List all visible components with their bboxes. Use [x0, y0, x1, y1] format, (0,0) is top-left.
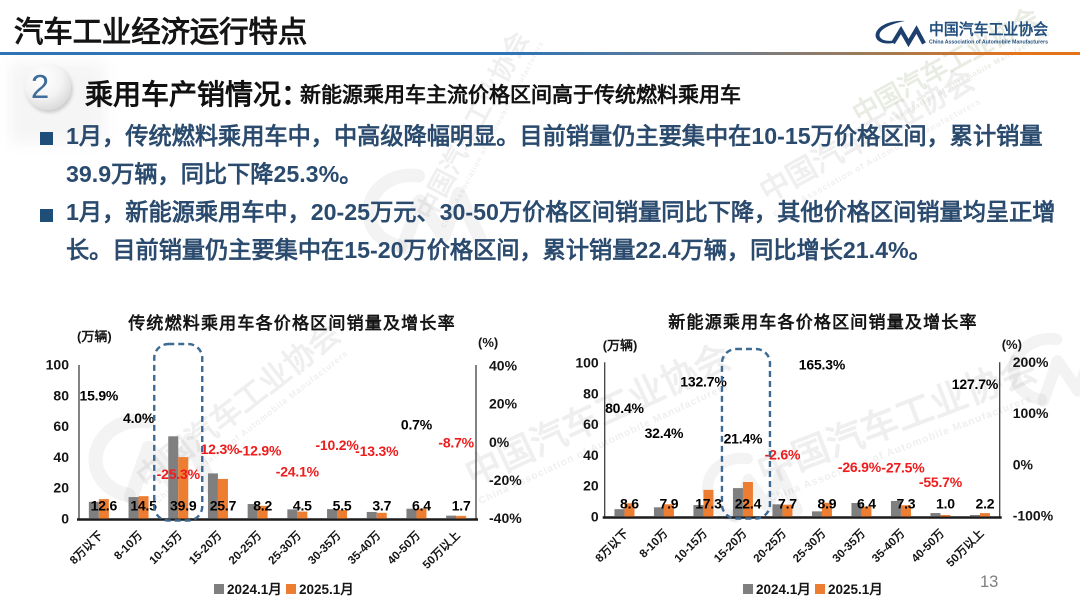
svg-text:80: 80 — [583, 385, 599, 401]
svg-text:10-15万: 10-15万 — [147, 529, 185, 567]
svg-text:4.5: 4.5 — [293, 498, 312, 514]
svg-text:40: 40 — [53, 449, 69, 465]
svg-text:25.7: 25.7 — [210, 498, 237, 514]
svg-text:100%: 100% — [1013, 405, 1049, 421]
svg-text:20: 20 — [583, 478, 599, 494]
svg-text:200%: 200% — [1013, 354, 1049, 370]
svg-text:4.0%: 4.0% — [123, 410, 155, 426]
svg-text:35-40万: 35-40万 — [345, 529, 383, 567]
svg-text:中国汽车工业协会: 中国汽车工业协会 — [929, 19, 1048, 38]
svg-text:-13.3%: -13.3% — [355, 443, 399, 459]
svg-text:-10.2%: -10.2% — [315, 437, 359, 453]
svg-text:0%: 0% — [1013, 456, 1034, 472]
svg-text:165.3%: 165.3% — [799, 357, 846, 373]
svg-text:-24.1%: -24.1% — [276, 464, 320, 480]
svg-text:(%): (%) — [478, 335, 498, 350]
svg-text:1.7: 1.7 — [452, 498, 471, 514]
svg-text:39.9: 39.9 — [170, 498, 197, 514]
svg-text:China Association of Automobil: China Association of Automobile Manufact… — [929, 39, 1048, 45]
svg-text:132.7%: 132.7% — [680, 373, 727, 389]
svg-text:0: 0 — [591, 509, 599, 525]
svg-text:0.7%: 0.7% — [401, 416, 433, 432]
svg-text:60: 60 — [583, 416, 599, 432]
svg-text:12.3%: 12.3% — [201, 441, 240, 457]
svg-text:5.5: 5.5 — [333, 498, 352, 514]
svg-text:21.4%: 21.4% — [724, 430, 763, 446]
svg-text:0%: 0% — [489, 434, 510, 450]
svg-text:100: 100 — [46, 357, 70, 373]
svg-text:6.4: 6.4 — [412, 498, 431, 514]
svg-text:20-25万: 20-25万 — [226, 529, 264, 567]
svg-text:30-35万: 30-35万 — [306, 529, 344, 567]
svg-text:传统燃料乘用车各价格区间销量及增长率: 传统燃料乘用车各价格区间销量及增长率 — [127, 313, 456, 333]
svg-text:2025.1月: 2025.1月 — [299, 582, 354, 597]
svg-text:7.7: 7.7 — [778, 496, 797, 512]
svg-text:32.4%: 32.4% — [645, 425, 684, 441]
svg-text:8-10万: 8-10万 — [112, 529, 146, 563]
svg-text:-27.5%: -27.5% — [881, 460, 925, 476]
svg-text:10-15万: 10-15万 — [672, 527, 710, 565]
svg-text:12.6: 12.6 — [91, 498, 118, 514]
svg-text:-26.9%: -26.9% — [838, 459, 882, 475]
svg-text:35-40万: 35-40万 — [869, 527, 907, 565]
svg-text:60: 60 — [53, 418, 69, 434]
svg-text:80: 80 — [53, 387, 69, 403]
svg-text:1.0: 1.0 — [936, 496, 955, 512]
svg-text:-8.7%: -8.7% — [438, 434, 474, 450]
svg-text:8万以下: 8万以下 — [593, 527, 631, 565]
svg-text:-100%: -100% — [1013, 508, 1054, 524]
svg-text:-55.7%: -55.7% — [919, 474, 963, 490]
svg-text:25-30万: 25-30万 — [790, 527, 828, 565]
svg-text:8.2: 8.2 — [253, 498, 272, 514]
svg-text:40: 40 — [583, 447, 599, 463]
svg-text:40%: 40% — [489, 358, 518, 374]
svg-text:3.7: 3.7 — [372, 498, 391, 514]
svg-text:新能源乘用车各价格区间销量及增长率: 新能源乘用车各价格区间销量及增长率 — [668, 312, 977, 332]
svg-text:20: 20 — [53, 480, 69, 496]
svg-text:7.9: 7.9 — [660, 496, 679, 512]
svg-text:(%): (%) — [1002, 337, 1022, 352]
svg-text:0: 0 — [61, 511, 69, 527]
svg-text:50万以上: 50万以上 — [419, 528, 463, 572]
svg-text:25-30万: 25-30万 — [266, 529, 304, 567]
svg-text:(万辆): (万辆) — [603, 338, 638, 353]
svg-text:2024.1月: 2024.1月 — [756, 582, 811, 597]
svg-text:22.4: 22.4 — [735, 496, 762, 512]
svg-text:-20%: -20% — [489, 472, 522, 488]
svg-text:100: 100 — [575, 355, 599, 371]
svg-text:15-20万: 15-20万 — [711, 527, 749, 565]
svg-text:8.9: 8.9 — [818, 496, 837, 512]
svg-text:15-20万: 15-20万 — [186, 529, 224, 567]
svg-text:20-25万: 20-25万 — [751, 527, 789, 565]
svg-text:2.2: 2.2 — [976, 496, 995, 512]
svg-text:-25.3%: -25.3% — [157, 466, 201, 482]
svg-text:(万辆): (万辆) — [77, 329, 112, 344]
svg-text:6.4: 6.4 — [857, 496, 876, 512]
svg-text:8.6: 8.6 — [620, 496, 639, 512]
svg-text:8万以下: 8万以下 — [67, 529, 105, 567]
svg-text:-12.9%: -12.9% — [238, 442, 282, 458]
svg-text:30-35万: 30-35万 — [830, 527, 868, 565]
svg-text:8-10万: 8-10万 — [637, 527, 671, 561]
svg-text:-2.6%: -2.6% — [765, 447, 801, 463]
svg-text:15.9%: 15.9% — [79, 388, 118, 404]
svg-text:2025.1月: 2025.1月 — [828, 582, 883, 597]
svg-text:2024.1月: 2024.1月 — [227, 582, 282, 597]
svg-text:50万以上: 50万以上 — [943, 526, 987, 570]
svg-text:-40%: -40% — [489, 510, 522, 526]
svg-text:17.3: 17.3 — [695, 496, 722, 512]
svg-text:80.4%: 80.4% — [605, 400, 644, 416]
svg-text:40-50万: 40-50万 — [909, 527, 947, 565]
svg-text:7.3: 7.3 — [897, 496, 916, 512]
svg-text:14.5: 14.5 — [130, 498, 157, 514]
svg-text:127.7%: 127.7% — [952, 376, 999, 392]
svg-text:40-50万: 40-50万 — [385, 529, 423, 567]
svg-text:20%: 20% — [489, 396, 518, 412]
